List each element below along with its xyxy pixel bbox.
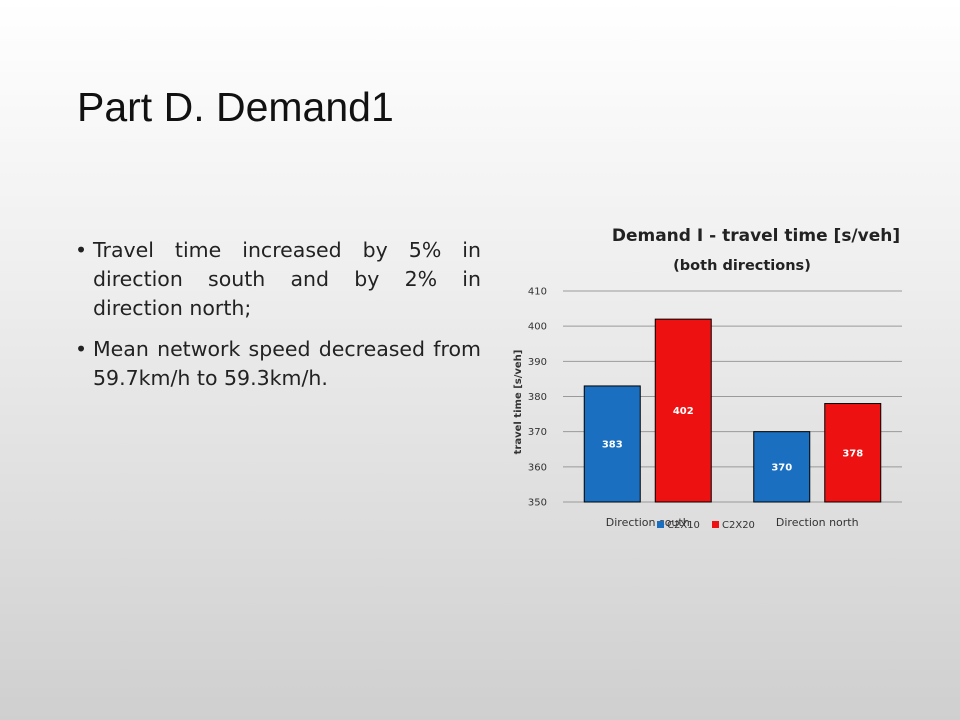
data-label: 383 bbox=[602, 439, 623, 450]
bar-chart: Demand I - travel time [s/veh] (both dir… bbox=[513, 226, 902, 531]
legend-label: C2X10 bbox=[667, 520, 700, 531]
data-label: 402 bbox=[673, 406, 694, 417]
y-tick-label: 410 bbox=[528, 287, 547, 298]
bullet-text: Travel time increased by 5% in direction… bbox=[93, 238, 481, 320]
bar bbox=[654, 318, 712, 503]
bullet-text: Mean network speed decreased from 59.7km… bbox=[93, 337, 481, 390]
legend-swatch bbox=[657, 521, 664, 528]
x-tick-label: Direction north bbox=[776, 516, 859, 529]
bullet-list: • Travel time increased by 5% in directi… bbox=[75, 236, 481, 405]
bullet-dot: • bbox=[75, 238, 88, 262]
x-tick-label: Direction south bbox=[606, 516, 690, 529]
y-tick-label: 360 bbox=[528, 462, 547, 473]
legend-label: C2X20 bbox=[722, 520, 755, 531]
bullet-item: • Travel time increased by 5% in directi… bbox=[75, 236, 481, 323]
legend-swatch bbox=[712, 521, 719, 528]
y-axis-label: travel time [s/veh] bbox=[513, 350, 524, 455]
data-label: 378 bbox=[842, 448, 863, 459]
y-tick-label: 350 bbox=[528, 498, 547, 509]
data-label: 370 bbox=[771, 462, 792, 473]
y-tick-label: 390 bbox=[528, 357, 547, 368]
bar bbox=[583, 385, 641, 503]
y-tick-label: 370 bbox=[528, 427, 547, 438]
y-tick-label: 400 bbox=[528, 322, 547, 333]
chart-title: Demand I - travel time [s/veh] bbox=[612, 226, 900, 246]
bullet-dot: • bbox=[75, 337, 88, 361]
bullet-item: • Mean network speed decreased from 59.7… bbox=[75, 335, 481, 393]
y-tick-label: 380 bbox=[528, 392, 547, 403]
bar bbox=[753, 431, 811, 503]
bar bbox=[824, 403, 882, 503]
chart-subtitle: (both directions) bbox=[673, 258, 811, 274]
slide-title: Part D. Demand1 bbox=[77, 84, 394, 130]
